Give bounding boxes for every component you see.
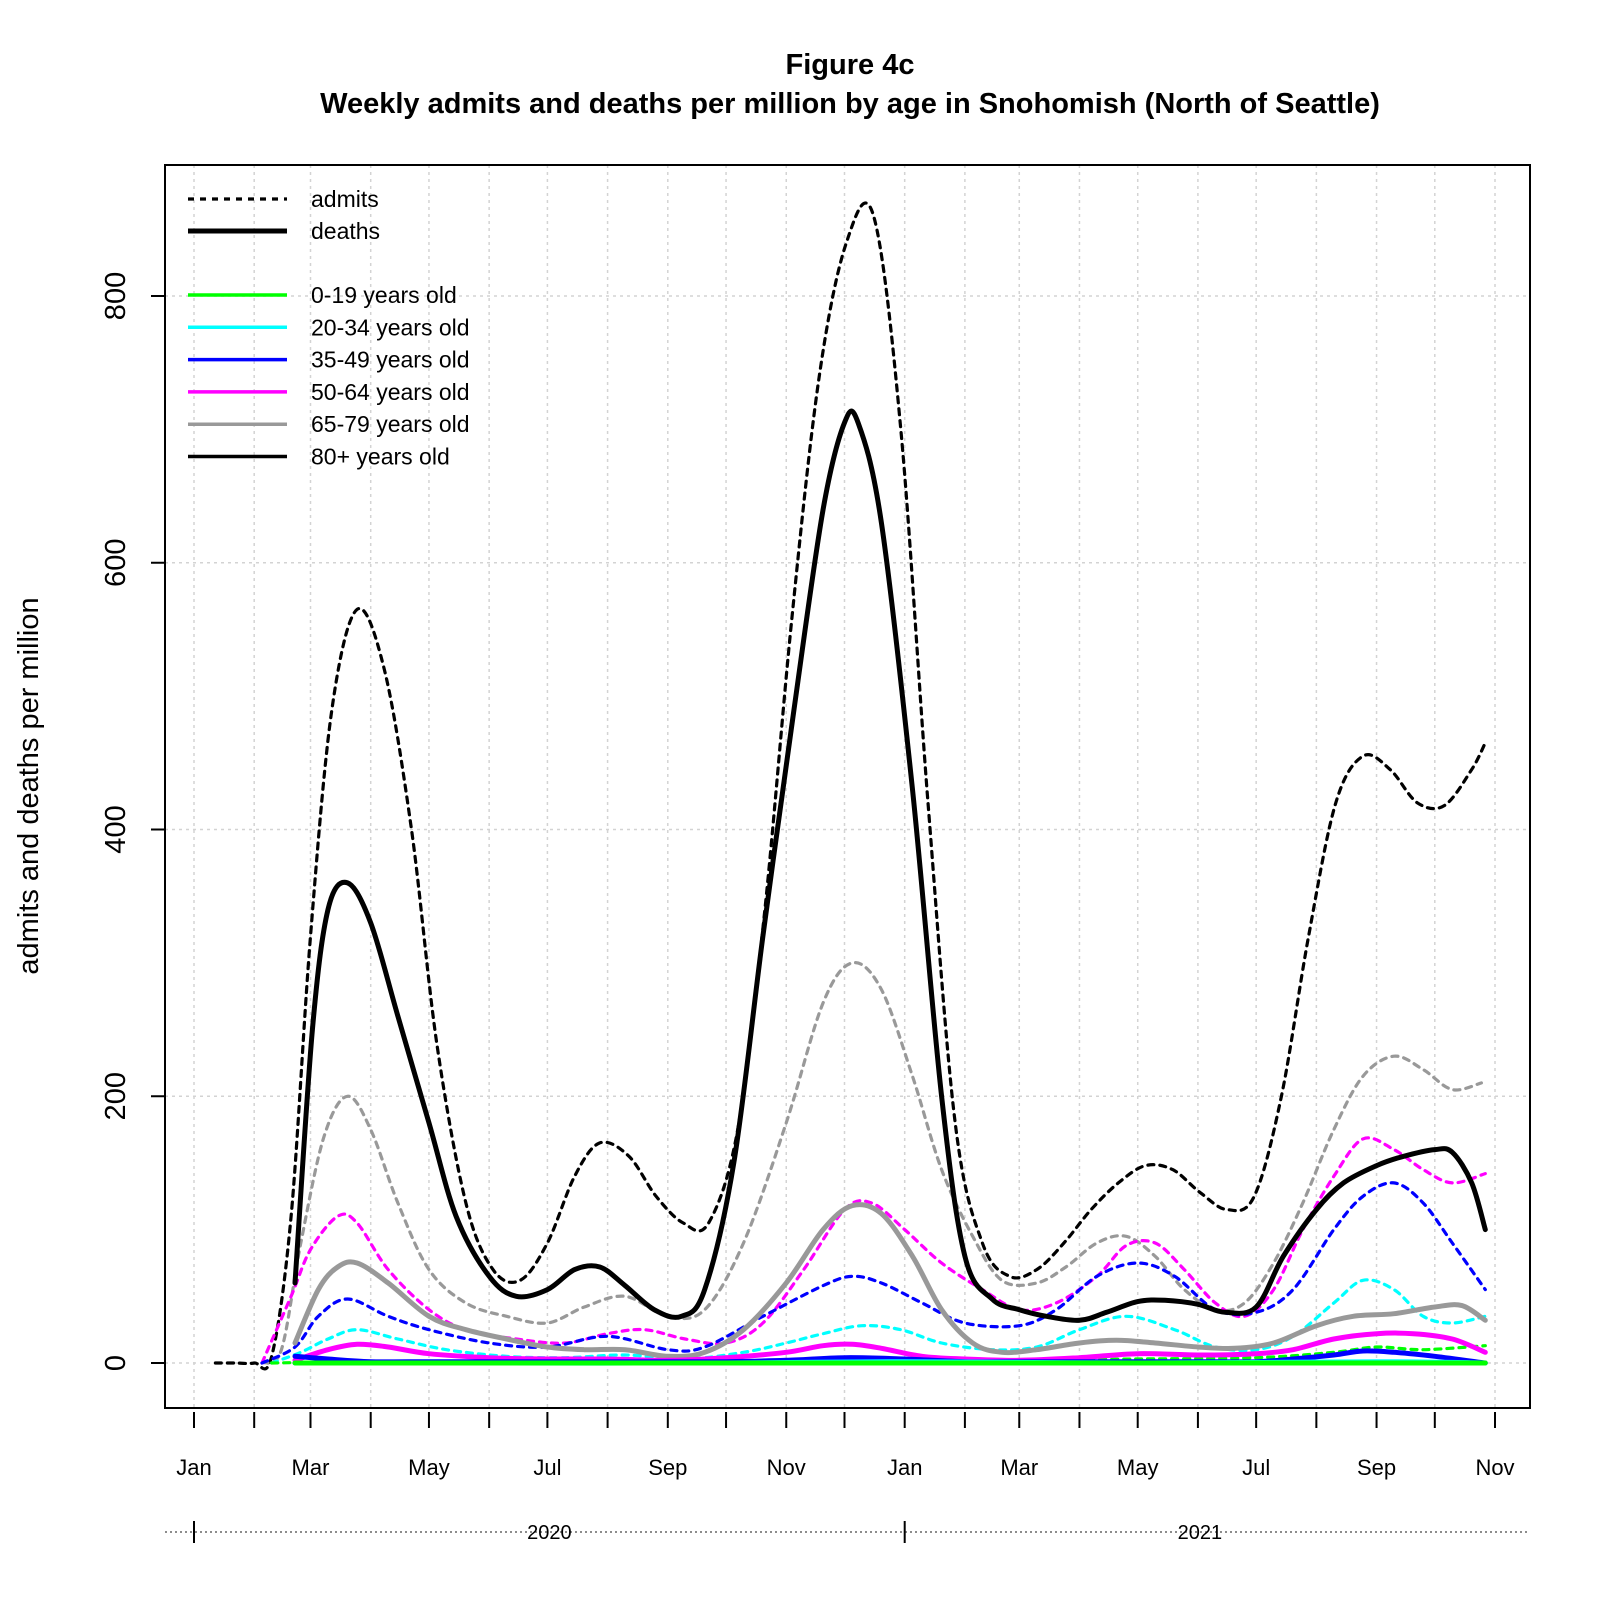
- y-axis-title: admits and deaths per million: [13, 597, 45, 974]
- year-label-1: 2021: [1178, 1522, 1223, 1544]
- series-65-79-years-old-admits: [260, 961, 1483, 1365]
- series-65-79-years-old-deaths: [292, 1202, 1488, 1360]
- x-tick-label-9: Jul: [1242, 1455, 1270, 1480]
- y-tick-label-0: 0: [100, 1355, 132, 1371]
- series-20-34-years-old-admits: [270, 1278, 1487, 1365]
- series-35-49-years-old-admits: [260, 1181, 1487, 1365]
- x-tick-label-10: Sep: [1357, 1455, 1396, 1480]
- series-50-64-years-old-deaths: [292, 1330, 1488, 1363]
- x-tick-label-6: Jan: [887, 1455, 922, 1480]
- x-tick-label-0: Jan: [176, 1455, 211, 1480]
- x-tick-label-7: Mar: [1000, 1455, 1038, 1480]
- series-80-years-old-deaths: [292, 408, 1488, 1323]
- y-tick-label-4: 800: [100, 272, 132, 320]
- x-axis: Jan Mar May Jul Sep Nov Jan Mar May Jul Sep Nov: [176, 1412, 1515, 1480]
- series-80-years-old-admits: [213, 201, 1487, 1371]
- legend-label-deaths: deaths: [311, 218, 380, 244]
- x-tick-label-3: Jul: [533, 1455, 561, 1480]
- legend-label-group-5: 80+ years old: [311, 444, 450, 470]
- legend-label-group-0: 0-19 years old: [311, 282, 457, 308]
- legend-label-group-3: 50-64 years old: [311, 379, 470, 405]
- legend-label-group-2: 35-49 years old: [311, 347, 470, 373]
- series-layer: [213, 201, 1488, 1371]
- x-tick-label-8: May: [1117, 1455, 1159, 1480]
- y-tick-label-1: 200: [100, 1072, 132, 1120]
- legend-label-group-4: 65-79 years old: [311, 411, 470, 437]
- year-axis: 2020 2021: [165, 1521, 1530, 1544]
- x-tick-label-4: Sep: [648, 1455, 687, 1480]
- legend-label-admits: admits: [311, 186, 379, 212]
- y-tick-label-2: 400: [100, 805, 132, 853]
- legend-label-group-1: 20-34 years old: [311, 314, 470, 340]
- year-label-0: 2020: [527, 1522, 572, 1544]
- y-tick-label-3: 600: [100, 539, 132, 587]
- x-tick-label-1: Mar: [292, 1455, 330, 1480]
- plot-frame: [164, 164, 1531, 1409]
- x-tick-label-11: Nov: [1475, 1455, 1514, 1480]
- chart-title: Figure 4c: [786, 49, 915, 81]
- y-axis: 0 200 400 600 800: [100, 272, 165, 1371]
- x-tick-label-2: May: [408, 1455, 450, 1480]
- series-50-64-years-old-admits: [260, 1136, 1487, 1365]
- chart-subtitle: Weekly admits and deaths per million by …: [320, 88, 1380, 120]
- x-tick-label-5: Nov: [767, 1455, 806, 1480]
- legend: admits deaths 0-19 years old 20-34 years ol…: [188, 186, 470, 470]
